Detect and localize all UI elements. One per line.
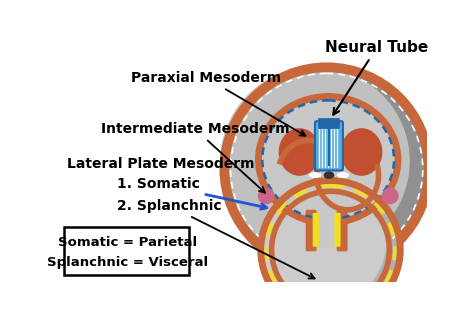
Text: Lateral Plate Mesoderm: Lateral Plate Mesoderm: [67, 157, 255, 171]
Ellipse shape: [258, 188, 274, 204]
Ellipse shape: [324, 172, 334, 178]
Text: Somatic = Parietal: Somatic = Parietal: [58, 236, 197, 249]
FancyBboxPatch shape: [64, 228, 190, 275]
Ellipse shape: [258, 97, 398, 223]
Text: 1. Somatic: 1. Somatic: [118, 177, 267, 209]
Text: Intermediate Mesoderm: Intermediate Mesoderm: [100, 122, 289, 193]
Circle shape: [260, 180, 385, 304]
FancyBboxPatch shape: [314, 214, 339, 246]
Circle shape: [261, 180, 400, 317]
FancyBboxPatch shape: [310, 210, 344, 248]
Ellipse shape: [383, 188, 398, 204]
FancyBboxPatch shape: [306, 210, 317, 251]
FancyBboxPatch shape: [313, 213, 319, 247]
Text: 2. Splanchnic: 2. Splanchnic: [118, 199, 315, 278]
Text: Neural Tube: Neural Tube: [325, 40, 428, 115]
Circle shape: [221, 68, 409, 255]
Ellipse shape: [279, 129, 319, 175]
FancyBboxPatch shape: [334, 213, 341, 247]
FancyBboxPatch shape: [337, 210, 347, 251]
FancyBboxPatch shape: [315, 121, 343, 171]
Text: Paraxial Mesoderm: Paraxial Mesoderm: [131, 71, 305, 136]
Ellipse shape: [341, 129, 382, 175]
Ellipse shape: [337, 173, 348, 178]
FancyBboxPatch shape: [318, 118, 340, 129]
Circle shape: [224, 67, 429, 271]
Ellipse shape: [310, 173, 320, 178]
Text: Splanchnic = Visceral: Splanchnic = Visceral: [47, 256, 208, 269]
